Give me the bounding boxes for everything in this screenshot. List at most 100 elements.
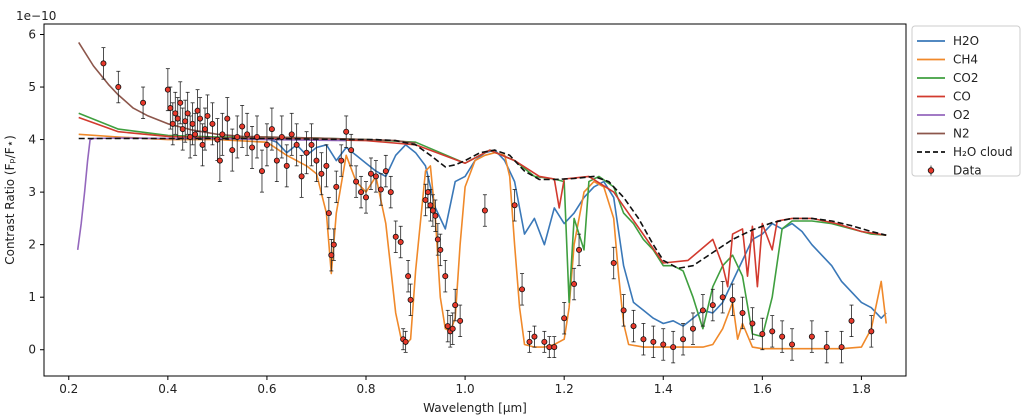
data-point bbox=[338, 157, 345, 164]
y-tick-label: 1 bbox=[28, 290, 36, 304]
y-tick-label: 4 bbox=[28, 133, 36, 147]
series-line-ch4 bbox=[78, 133, 887, 350]
data-point bbox=[397, 239, 404, 246]
data-point bbox=[278, 133, 285, 140]
data-point bbox=[313, 157, 320, 164]
legend: H2O CH4 CO2 CO O2 N2 H₂O cloud Data bbox=[911, 25, 1021, 178]
data-point bbox=[244, 131, 251, 138]
data-point bbox=[422, 196, 429, 203]
data-point bbox=[650, 338, 657, 345]
data-point bbox=[353, 178, 360, 185]
plot-series bbox=[76, 41, 887, 350]
data-point bbox=[298, 173, 305, 180]
data-point bbox=[330, 241, 337, 248]
data-point bbox=[358, 189, 365, 196]
y-tick-label: 6 bbox=[28, 28, 36, 42]
x-tick-label: 0.8 bbox=[356, 382, 375, 396]
legend-label: CH4 bbox=[953, 53, 978, 67]
data-point bbox=[620, 307, 627, 314]
data-point bbox=[169, 120, 176, 127]
data-point bbox=[759, 330, 766, 337]
y-axis: 0 1 2 3 4 5 6 bbox=[28, 28, 44, 357]
data-point bbox=[187, 133, 194, 140]
data-point bbox=[174, 115, 181, 122]
data-point bbox=[457, 317, 464, 324]
data-point bbox=[739, 309, 746, 316]
data-point bbox=[424, 189, 431, 196]
x-tick-label: 1.8 bbox=[852, 382, 871, 396]
data-point bbox=[182, 118, 189, 125]
series-line-co bbox=[78, 116, 887, 288]
data-point bbox=[392, 233, 399, 240]
series-line-co2 bbox=[78, 112, 887, 338]
data-point bbox=[427, 202, 434, 209]
data-point bbox=[387, 189, 394, 196]
data-point bbox=[219, 131, 226, 138]
data-point bbox=[197, 115, 204, 122]
data-point bbox=[526, 338, 533, 345]
data-point bbox=[551, 344, 558, 351]
x-axis-label: Wavelength [μm] bbox=[423, 401, 527, 415]
data-point bbox=[209, 120, 216, 127]
data-point bbox=[432, 212, 439, 219]
data-point bbox=[239, 123, 246, 130]
data-point bbox=[204, 112, 211, 119]
data-point bbox=[333, 183, 340, 190]
data-point bbox=[434, 236, 441, 243]
data-point bbox=[680, 336, 687, 343]
data-point bbox=[407, 296, 414, 303]
data-point bbox=[848, 317, 855, 324]
data-point bbox=[429, 207, 436, 214]
data-point bbox=[541, 338, 548, 345]
data-point bbox=[308, 141, 315, 148]
data-points bbox=[100, 47, 875, 364]
data-point bbox=[293, 141, 300, 148]
data-point bbox=[367, 170, 374, 177]
data-point bbox=[519, 286, 526, 293]
data-point bbox=[709, 302, 716, 309]
data-point bbox=[749, 320, 756, 327]
data-point bbox=[699, 307, 706, 314]
data-point bbox=[224, 115, 231, 122]
data-point bbox=[405, 273, 412, 280]
data-point bbox=[263, 141, 270, 148]
data-point bbox=[363, 194, 370, 201]
y-tick-label: 5 bbox=[28, 80, 36, 94]
data-point bbox=[288, 131, 295, 138]
data-point bbox=[177, 99, 184, 106]
data-point bbox=[179, 126, 186, 133]
data-point bbox=[184, 110, 191, 117]
data-point bbox=[303, 149, 310, 156]
data-point bbox=[789, 341, 796, 348]
data-point bbox=[258, 168, 265, 175]
data-point bbox=[546, 344, 553, 351]
series-line-h-o-cloud bbox=[78, 137, 887, 270]
legend-box bbox=[911, 25, 1021, 177]
plot-frame bbox=[43, 23, 907, 377]
data-point bbox=[202, 126, 209, 133]
data-point bbox=[769, 328, 776, 335]
data-point bbox=[561, 315, 568, 322]
data-point bbox=[273, 157, 280, 164]
data-point bbox=[189, 120, 196, 127]
x-tick-label: 0.4 bbox=[158, 382, 177, 396]
data-point bbox=[325, 210, 332, 217]
data-point bbox=[610, 260, 617, 267]
data-point bbox=[571, 281, 578, 288]
data-point bbox=[449, 325, 456, 332]
legend-label: CO bbox=[953, 90, 971, 104]
legend-label: CO2 bbox=[953, 71, 978, 85]
data-point bbox=[444, 323, 451, 330]
data-point bbox=[808, 333, 815, 340]
data-point bbox=[268, 126, 275, 133]
data-point bbox=[640, 336, 647, 343]
legend-label: Data bbox=[953, 164, 982, 178]
data-point bbox=[328, 252, 335, 259]
data-point bbox=[437, 246, 444, 253]
data-point bbox=[729, 296, 736, 303]
data-point bbox=[868, 328, 875, 335]
data-point bbox=[377, 186, 384, 193]
data-point bbox=[531, 333, 538, 340]
x-tick-label: 1.4 bbox=[654, 382, 673, 396]
